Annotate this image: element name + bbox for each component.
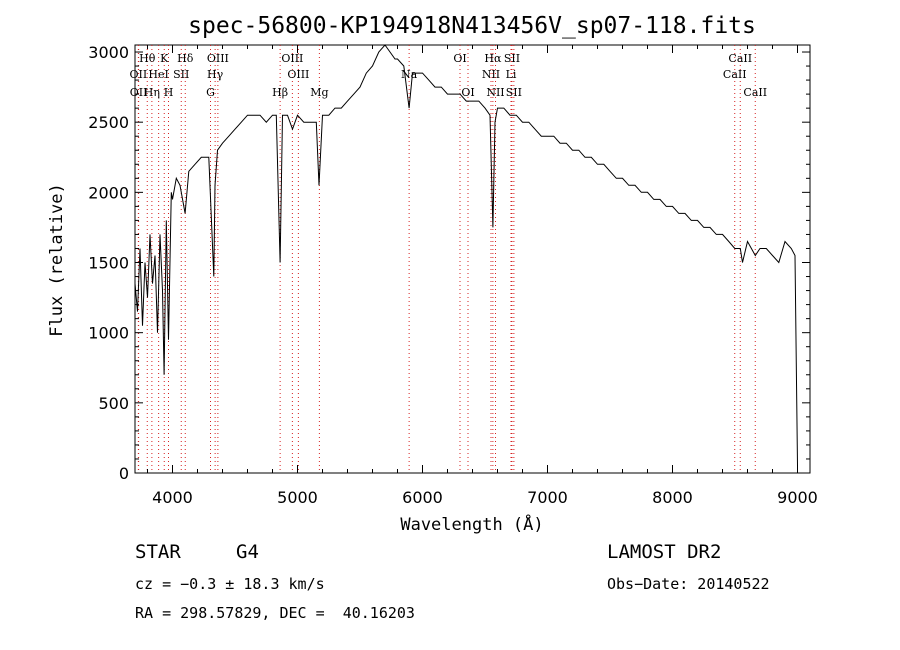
line-label-20: NII bbox=[482, 68, 500, 81]
redshift-text: cz = −0.3 ± 18.3 km/s bbox=[135, 575, 325, 593]
obs-date-text: Obs−Date: 20140522 bbox=[607, 575, 770, 593]
line-label-6: Hδ bbox=[177, 52, 194, 65]
line-label-25: CaII bbox=[728, 52, 752, 65]
y-tick-label-3000: 3000 bbox=[88, 43, 129, 62]
x-tick-label-4000: 4000 bbox=[152, 488, 193, 507]
line-label-4: HeI bbox=[148, 68, 168, 81]
line-label-14: OIII bbox=[287, 68, 309, 81]
y-axis-label: Flux (relative) bbox=[47, 183, 67, 337]
line-label-27: CaII bbox=[743, 86, 767, 99]
y-tick-label-2500: 2500 bbox=[88, 113, 129, 132]
line-label-2: OII bbox=[130, 86, 148, 99]
x-tick-label-5000: 5000 bbox=[277, 488, 318, 507]
line-label-23: Li bbox=[506, 68, 517, 81]
line-label-17: OI bbox=[453, 52, 466, 65]
line-label-24: SII bbox=[506, 86, 522, 99]
x-axis-ticks: 4000 5000 6000 7000 8000 9000 bbox=[147, 45, 818, 507]
x-axis-label: Wavelength (Å) bbox=[400, 513, 543, 535]
survey-name: LAMOST DR2 bbox=[607, 541, 722, 563]
y-tick-label-2000: 2000 bbox=[88, 183, 129, 202]
x-tick-label-6000: 6000 bbox=[402, 488, 443, 507]
chart-title: spec-56800-KP194918N413456V_sp07-118.fit… bbox=[188, 13, 756, 39]
object-subclass: G4 bbox=[236, 541, 259, 563]
y-axis-ticks: 0 500 1000 1500 2000 2500 3000 bbox=[88, 43, 810, 483]
line-label-1: OII bbox=[130, 68, 148, 81]
line-label-9: OIII bbox=[207, 52, 229, 65]
line-label-12: Hβ bbox=[272, 86, 288, 99]
x-tick-label-9000: 9000 bbox=[777, 488, 818, 507]
y-tick-label-1000: 1000 bbox=[88, 324, 129, 343]
line-label-0: Hθ bbox=[139, 52, 156, 65]
line-label-7: SII bbox=[173, 68, 189, 81]
line-label-13: OIII bbox=[281, 52, 303, 65]
plot-frame bbox=[134, 44, 811, 474]
object-class: STAR bbox=[135, 541, 181, 563]
y-tick-label-1500: 1500 bbox=[88, 254, 129, 273]
spectrum-line bbox=[134, 44, 798, 467]
x-tick-label-7000: 7000 bbox=[527, 488, 568, 507]
line-label-22: SII bbox=[504, 52, 520, 65]
line-label-5: Hη bbox=[144, 86, 160, 99]
line-label-11: G bbox=[206, 86, 215, 99]
line-label-15: Mg bbox=[310, 86, 328, 99]
x-tick-label-8000: 8000 bbox=[652, 488, 693, 507]
line-label-18: OI bbox=[461, 86, 474, 99]
y-tick-label-0: 0 bbox=[119, 464, 129, 483]
line-label-16: Na bbox=[401, 68, 418, 81]
spectral-line-markers bbox=[137, 45, 756, 473]
line-label-19: Hα bbox=[484, 52, 502, 65]
y-tick-label-500: 500 bbox=[98, 394, 129, 413]
line-label-21: NII bbox=[486, 86, 504, 99]
line-label-8: H bbox=[164, 86, 174, 99]
line-label-3: K bbox=[160, 52, 169, 65]
coordinates-text: RA = 298.57829, DEC = 40.16203 bbox=[135, 604, 415, 622]
line-label-26: CaII bbox=[723, 68, 747, 81]
line-label-10: Hγ bbox=[207, 68, 224, 81]
